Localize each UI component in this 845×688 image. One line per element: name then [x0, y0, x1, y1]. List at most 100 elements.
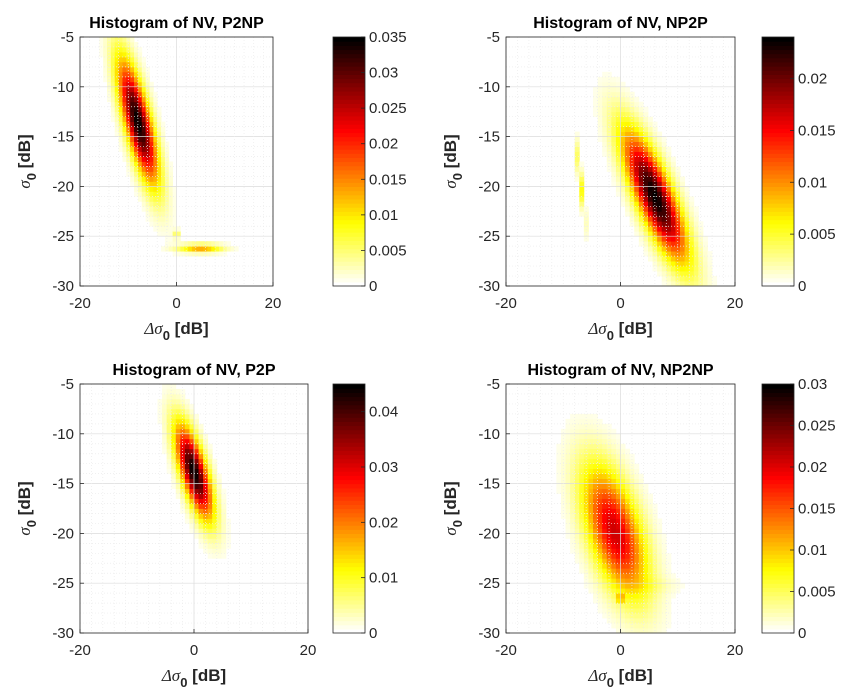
heatmap-cell	[629, 96, 635, 103]
heatmap-cell	[611, 86, 617, 93]
heatmap-cell	[207, 503, 213, 509]
heatmap-cell	[588, 573, 594, 579]
heatmap-cell	[103, 76, 108, 83]
heatmap-cell	[122, 91, 127, 98]
heatmap-cell	[652, 211, 658, 217]
heatmap-cell	[620, 81, 626, 88]
heatmap-cell	[597, 101, 603, 108]
heatmap-cell	[666, 593, 672, 599]
colorbar-segment	[333, 261, 365, 266]
heatmap-cell	[130, 116, 135, 123]
heatmap-cell	[615, 136, 621, 142]
heatmap-cell	[137, 161, 143, 167]
y-axis-label: σ0 [dB]	[15, 481, 39, 535]
heatmap-cell	[643, 543, 649, 549]
heatmap-cell	[565, 448, 571, 455]
heatmap-cell	[198, 483, 204, 489]
heatmap-cell	[221, 503, 227, 509]
heatmap-cell	[643, 151, 649, 157]
heatmap-cell	[565, 533, 571, 539]
colorbar-segment	[762, 211, 794, 217]
heatmap-cell	[593, 448, 598, 455]
heatmap-cell	[141, 191, 147, 197]
colorbar-segment	[333, 132, 365, 138]
heatmap-cell	[657, 171, 663, 177]
heatmap-cell	[625, 613, 631, 619]
y-tick-label: -5	[487, 29, 500, 46]
heatmap-cell	[579, 513, 585, 519]
heatmap-cell	[583, 413, 589, 420]
heatmap-cell	[162, 438, 168, 445]
heatmap-cell	[606, 141, 612, 147]
heatmap-cell	[579, 498, 585, 504]
colorbar-segment	[333, 408, 365, 414]
heatmap-cell	[625, 171, 631, 177]
heatmap-cell	[620, 493, 626, 499]
heatmap-cell	[670, 266, 676, 272]
heatmap-cell	[657, 603, 663, 609]
heatmap-cell	[153, 201, 158, 207]
heatmap-cell	[643, 513, 649, 519]
heatmap-cell	[189, 453, 195, 460]
heatmap-cell	[634, 568, 640, 574]
colorbar-tick-label: 0.025	[369, 100, 407, 117]
heatmap-cell	[638, 156, 644, 162]
colorbar-segment	[333, 384, 365, 389]
heatmap-cell	[221, 513, 227, 519]
heatmap-cell	[194, 453, 199, 460]
heatmap-cell	[184, 518, 190, 524]
heatmap-cell	[153, 101, 158, 108]
heatmap-cell	[579, 468, 585, 475]
colorbar-segment	[762, 496, 794, 501]
heatmap-cell	[657, 563, 663, 569]
heatmap-cell	[702, 276, 708, 282]
heatmap-cell	[661, 603, 667, 609]
heatmap-cell	[164, 211, 170, 217]
heatmap-cell	[565, 428, 571, 435]
heatmap-cell	[141, 106, 147, 113]
heatmap-cell	[657, 131, 663, 137]
heatmap-cell	[657, 533, 663, 539]
heatmap-cell	[570, 443, 576, 450]
heatmap-cell	[625, 513, 631, 519]
heatmap-cell	[615, 453, 621, 460]
heatmap-cell	[647, 116, 653, 123]
heatmap-cell	[157, 221, 162, 227]
chart-title: Histogram of NV, P2P	[112, 362, 275, 379]
heatmap-cell	[574, 483, 580, 489]
heatmap-cell	[684, 256, 690, 262]
heatmap-cell	[126, 66, 131, 73]
heatmap-cell	[189, 418, 195, 425]
heatmap-cell	[184, 463, 190, 470]
heatmap-cell	[625, 473, 631, 480]
heatmap-cell	[666, 206, 672, 212]
heatmap-cell	[647, 171, 653, 177]
heatmap-cell	[670, 216, 676, 222]
heatmap-cell	[602, 126, 608, 133]
heatmap-cell	[130, 37, 135, 43]
heatmap-cell	[652, 241, 658, 247]
heatmap-cell	[184, 408, 190, 415]
heatmap-cell	[602, 483, 608, 489]
heatmap-cell	[130, 86, 135, 93]
heatmap-cell	[652, 548, 658, 554]
heatmap-cell	[611, 583, 617, 589]
colorbar-segment	[333, 558, 365, 564]
heatmap-cell	[574, 538, 580, 544]
heatmap-cell	[620, 568, 626, 574]
heatmap-cell	[602, 91, 608, 98]
heatmap-cell	[693, 281, 699, 287]
heatmap-cell	[175, 433, 181, 440]
heatmap-cell	[172, 221, 177, 227]
heatmap-cell	[122, 66, 127, 73]
heatmap-cell	[638, 191, 644, 197]
heatmap-cell	[574, 553, 580, 559]
heatmap-cell	[184, 473, 190, 480]
heatmap-cell	[620, 156, 626, 162]
heatmap-cell	[675, 216, 681, 222]
heatmap-cell	[611, 518, 617, 524]
heatmap-cell	[189, 523, 195, 529]
y-axis-label: σ0 [dB]	[441, 481, 465, 535]
heatmap-cell	[161, 246, 166, 252]
heatmap-cell	[638, 226, 644, 232]
